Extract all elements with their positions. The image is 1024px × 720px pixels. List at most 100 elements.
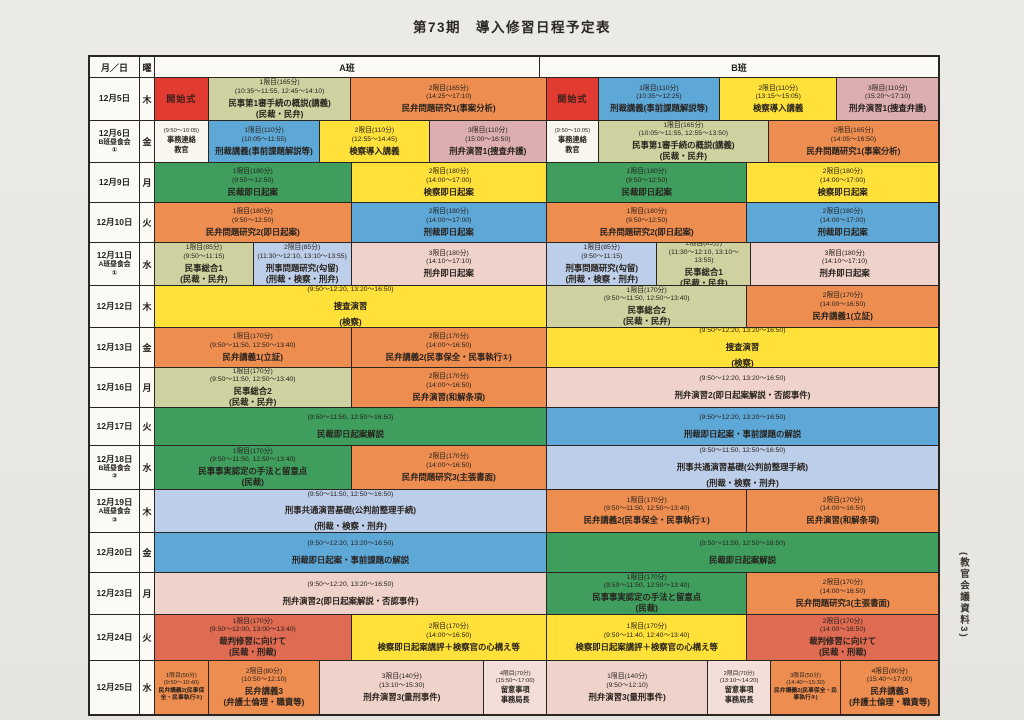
session-title: 刑裁講義(事前課題解説等)	[215, 145, 313, 156]
session-sub: (民裁・刑裁)	[229, 647, 277, 658]
weekday-text: 月	[142, 178, 152, 188]
session-period: 1限目(170分)	[232, 368, 273, 375]
session-time: (14:00～16:50)	[426, 381, 472, 389]
session-sub: (検察)	[731, 357, 754, 367]
session-sub: (刑裁・検察・刑弁)	[706, 477, 779, 488]
session-period: 3限目(140分)	[381, 673, 422, 681]
session-time: (14:00～17:00)	[426, 176, 472, 184]
session-time: (9:50～10:05)	[554, 128, 591, 135]
session-time: (9:50～10:05)	[163, 128, 200, 135]
session-time: (13:10～15:30)	[379, 681, 425, 689]
session-time: (9:50～11:50, 12:50～13:40)	[603, 505, 690, 513]
session-cell: 1限目(170分) (9:50～11:50, 12:50～13:40) 民弁講義1(…	[155, 328, 351, 367]
session-time: (9:50～12:20, 13:20～16:50)	[307, 581, 394, 589]
group-b-cells: 1限目(170分) (9:50～11:50, 12:50～13:40) 民事事実認定…	[547, 573, 938, 614]
date-text: ①	[111, 269, 118, 277]
weekday-cell: 金	[140, 328, 155, 367]
weekday-text: 火	[142, 218, 152, 228]
session-cell: 1限目(170分) (9:50～11:50, 12:50～13:40) 民弁講義2(…	[547, 490, 747, 532]
session-title: 民弁問題研究1(事案分析)	[401, 103, 496, 114]
session-time: (9:50～12:20, 13:20～16:50)	[699, 414, 786, 422]
session-period: 4限目(70分)	[499, 670, 531, 677]
date-text: ①	[111, 147, 118, 155]
session-cell: 2限目(170分) (14:00～16:50) 民弁問題研究3(主張書面)	[350, 446, 546, 489]
session-period: 2限目(85分)	[685, 243, 723, 247]
date-text: B班昼食会	[98, 138, 131, 146]
session-cell: 2限目(170分) (14:00～16:50) 民弁講義2(民事保全・民事執行①)	[350, 328, 546, 367]
session-cell: (9:50～12:20, 13:20～16:50) 捜査演習 (検察)	[547, 328, 938, 367]
session-time: (14:00～16:50)	[820, 587, 866, 595]
session-cell: (9:50～12:20, 13:20～16:50) 刑裁即日起案・事前課題の解説	[155, 533, 546, 572]
group-a-cells: (9:50～12:20, 13:20～16:50) 刑弁演習2(即日起案解説・否認…	[155, 573, 547, 614]
session-period: 2限目(85分)	[283, 244, 321, 252]
date-text: ②	[111, 473, 118, 481]
date-text: 12月23日	[96, 587, 133, 598]
session-title: 事務連絡	[167, 135, 196, 145]
session-time: (9:50～11:50, 12:50～16:50)	[699, 540, 786, 548]
session-title: 民裁即日起案解説	[317, 428, 384, 439]
session-title: 民弁問題研究2(即日起案)	[599, 226, 694, 237]
session-title: 検察導入講義	[753, 103, 804, 114]
session-time: (12:55～14:45)	[351, 135, 398, 143]
date-cell: 12月12日	[90, 286, 140, 327]
weekday-text: 金	[142, 137, 152, 147]
session-title: 民裁即日起案	[621, 186, 672, 197]
session-time: (14:00～16:50)	[426, 341, 472, 349]
session-cell: 2限目(165分) (14:05～16:50) 民弁問題研究1(事案分析)	[767, 121, 938, 162]
session-title: 刑弁即日起案	[423, 268, 474, 279]
schedule-row: 12月25日水 1限目(50分) (9:50～10:40) 民弁講義2(民事保全・民事…	[90, 660, 938, 714]
session-cell: 2限目(180分) (14:00～17:00) 刑裁即日起案	[746, 203, 938, 242]
table-header: 月／日 曜 A班 B班	[90, 57, 938, 77]
session-period: 2限目(80分)	[245, 667, 283, 675]
session-title: 刑弁演習3(量刑事件)	[588, 691, 666, 702]
session-sub: (民裁)	[241, 477, 264, 488]
session-cell: 3限目(180分) (14:10～17:10) 刑弁即日起案	[750, 243, 938, 285]
weekday-cell: 木	[140, 78, 155, 120]
session-sub: (民裁・民弁)	[622, 316, 671, 327]
weekday-text: 木	[142, 94, 152, 105]
weekday-text: 水	[142, 463, 152, 473]
session-period: 1限目(180分)	[626, 208, 667, 216]
session-sub: (民裁・民弁)	[180, 273, 228, 284]
header-weekday: 曜	[140, 57, 155, 77]
session-period: 1限目(170分)	[232, 617, 273, 625]
session-period: 1限目(180分)	[232, 208, 273, 216]
date-cell: 12月20日	[90, 533, 140, 572]
session-period: 1限目(170分)	[232, 333, 273, 341]
session-title: 開始式	[166, 94, 197, 105]
session-period: 1限目(170分)	[626, 623, 667, 631]
session-time: (9:50～11:50, 12:50～16:50)	[699, 447, 786, 454]
group-a-cells: 1限目(180分) (9:50～12:50) 民裁即日起案 2限目(180分) (14:…	[155, 163, 547, 202]
session-cell: 2限目(180分) (14:00～17:00) 検察即日起案	[746, 163, 938, 202]
session-cell: 1限目(165分) (10:35～11:55, 12:45～14:10) 民事第1審…	[207, 78, 351, 120]
session-time: (10:05～11:55, 12:55～13:50)	[638, 130, 729, 138]
session-time: (13:15～15:05)	[755, 93, 801, 101]
date-cell: 12月25日	[90, 661, 140, 714]
date-text: 12月19日	[96, 497, 133, 508]
group-a-cells: (9:50～12:20, 13:20～16:50) 捜査演習 (検察)	[155, 286, 547, 327]
weekday-cell: 水	[140, 243, 155, 285]
session-cell: 1限目(180分) (9:50～12:50) 民裁即日起案	[547, 163, 747, 202]
session-cell: (9:50～10:05) 事務連絡 教官	[155, 121, 208, 162]
session-period: 2限目(170分)	[822, 496, 863, 504]
session-period: 4限目(80分)	[871, 667, 908, 675]
session-period: 1限目(85分)	[185, 244, 222, 252]
group-a-cells: (9:50～10:05) 事務連絡 教官 1限目(110分) (10:05～11:55)…	[155, 121, 547, 162]
session-title: 民弁問題研究1(事案分析)	[806, 145, 901, 156]
session-period: 2限目(180分)	[428, 208, 469, 216]
date-text: 12月11日	[96, 250, 133, 261]
session-period: 3限目(50分)	[790, 672, 821, 679]
session-period: 1限目(110分)	[244, 127, 284, 135]
schedule-row: 12月20日金 (9:50～12:20, 13:20～16:50) 刑裁即日起案・事…	[90, 532, 938, 572]
session-period: 2限目(170分)	[822, 292, 863, 300]
session-time: (9:50～11:50, 12:50～13:40)	[209, 456, 296, 464]
session-cell: 2限目(170分) (14:00～16:50) 検察即日起案講評＋検察官の心構え等	[350, 615, 546, 660]
session-cell: 2限目(170分) (14:00～16:50) 民弁演習(和解条項)	[746, 490, 938, 532]
session-period: 1限目(170分)	[626, 573, 667, 581]
weekday-text: 月	[142, 589, 152, 599]
date-cell: 12月13日	[90, 328, 140, 367]
session-title: 民弁演習(和解条項)	[412, 391, 486, 402]
session-time: (14:25～17:10)	[426, 93, 472, 101]
session-title: 民事事実認定の手法と留意点	[198, 466, 308, 477]
group-a-cells: 1限目(50分) (9:50～10:40) 民弁講義2(民事保全・民事執行②) 2限目…	[155, 661, 547, 714]
